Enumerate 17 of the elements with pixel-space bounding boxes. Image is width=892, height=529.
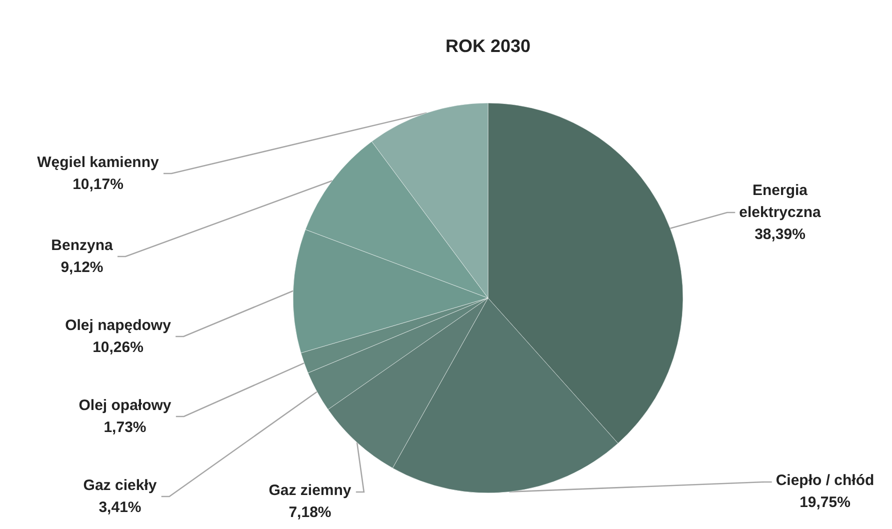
chart-title: ROK 2030 <box>445 36 531 56</box>
slice-label: Benzyna <box>51 237 114 254</box>
data-label: 19,75% <box>800 494 850 511</box>
slice-label: Energia elektryczna <box>739 182 822 221</box>
data-label: 38,39% <box>754 226 806 243</box>
data-label: 3,41% <box>98 499 142 516</box>
slice-label: Gaz ciekły <box>83 477 158 494</box>
slice-label: Gaz ziemny <box>268 482 352 499</box>
data-label: 10,17% <box>72 176 124 193</box>
slice-label: Olej napędowy <box>65 317 172 334</box>
data-label: 10,26% <box>92 339 144 356</box>
slice-label: Węgiel kamienny <box>37 154 160 171</box>
slice-label: Olej opałowy <box>78 397 172 414</box>
data-label: 9,12% <box>60 259 104 276</box>
data-label: 7,18% <box>288 504 332 521</box>
data-label: 1,73% <box>104 419 146 436</box>
slice-label: Ciepło / chłód <box>776 472 874 489</box>
